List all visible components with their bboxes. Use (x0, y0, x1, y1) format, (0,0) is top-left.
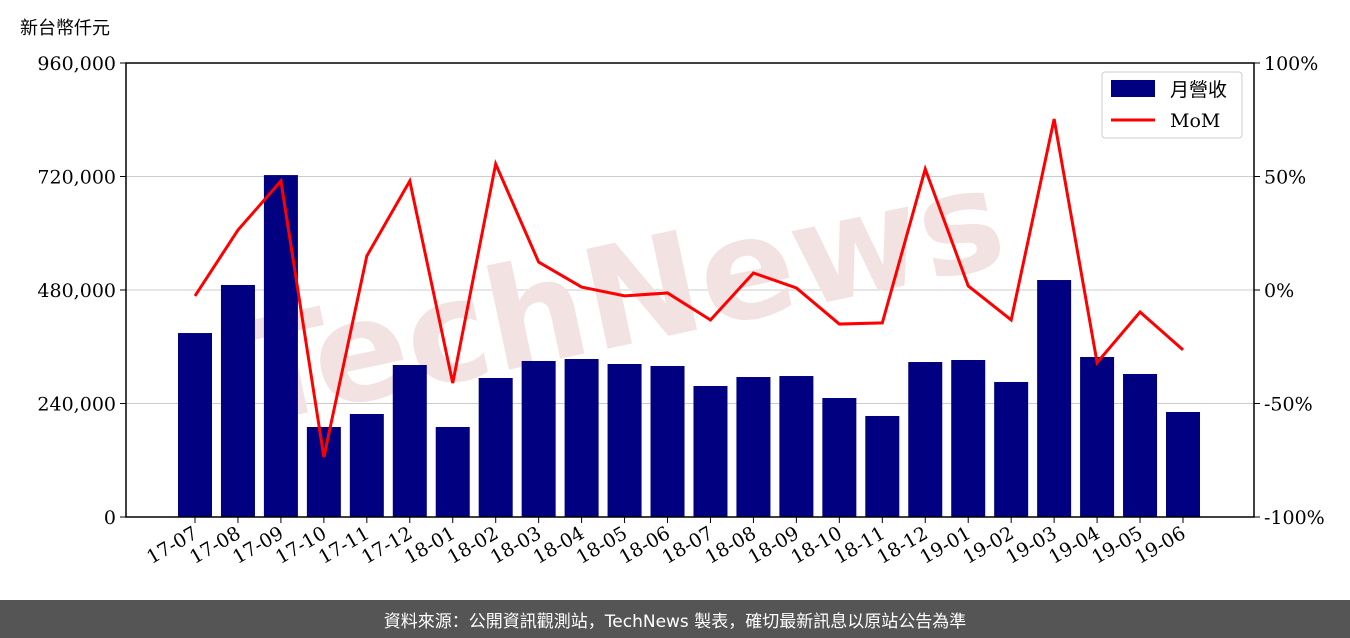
mom-line (193, 118, 1184, 458)
legend-label-mom: MoM (1170, 110, 1220, 132)
bar-18-09 (779, 376, 814, 517)
bar-18-12 (908, 362, 943, 517)
bar-18-04 (564, 358, 599, 517)
right-tick-label: 100% (1264, 53, 1318, 75)
bar-17-09 (263, 175, 298, 518)
bar-18-07 (693, 386, 728, 517)
bar-18-01 (435, 427, 470, 517)
bar-18-03 (521, 360, 556, 517)
bar-19-03 (1037, 280, 1072, 517)
legend-label-revenue: 月營收 (1170, 79, 1227, 101)
right-tick-label: 0% (1264, 280, 1294, 302)
bar-18-02 (478, 378, 513, 517)
left-tick-label: 0 (104, 507, 116, 529)
bar-19-04 (1080, 357, 1115, 517)
footer-source: 資料來源：公開資訊觀測站，TechNews 製表，確切最新訊息以原站公告為準 (0, 600, 1350, 638)
y-axis-label: 新台幣仟元 (20, 18, 110, 39)
legend-swatch-revenue (1111, 80, 1155, 97)
bar-17-12 (392, 365, 427, 517)
right-tick-label: -100% (1264, 507, 1325, 529)
bar-19-06 (1166, 412, 1200, 517)
bar-17-11 (349, 413, 384, 517)
legend: 月營收 MoM (1101, 71, 1243, 139)
bar-19-01 (951, 359, 986, 517)
bar-18-08 (736, 377, 771, 517)
right-tick-label: 50% (1264, 167, 1306, 189)
bar-19-05 (1123, 373, 1158, 517)
bar-17-08 (220, 284, 255, 517)
bar-19-02 (994, 381, 1029, 517)
left-tick-label: 240,000 (37, 394, 116, 416)
bar-17-10 (306, 427, 341, 517)
left-tick-label: 960,000 (37, 53, 116, 75)
left-tick-label: 720,000 (37, 167, 116, 189)
right-tick-label: -50% (1264, 394, 1313, 416)
chart: 新台幣仟元 TechNews 0240,000480,000720,000960… (20, 18, 1325, 569)
left-tick-label: 480,000 (37, 280, 116, 302)
bar-17-07 (178, 333, 212, 517)
bar-18-11 (865, 415, 900, 517)
x-tick-label: 19-06 (1131, 522, 1189, 568)
bar-18-06 (650, 365, 685, 517)
bar-18-05 (607, 364, 642, 517)
bar-18-10 (822, 398, 857, 517)
